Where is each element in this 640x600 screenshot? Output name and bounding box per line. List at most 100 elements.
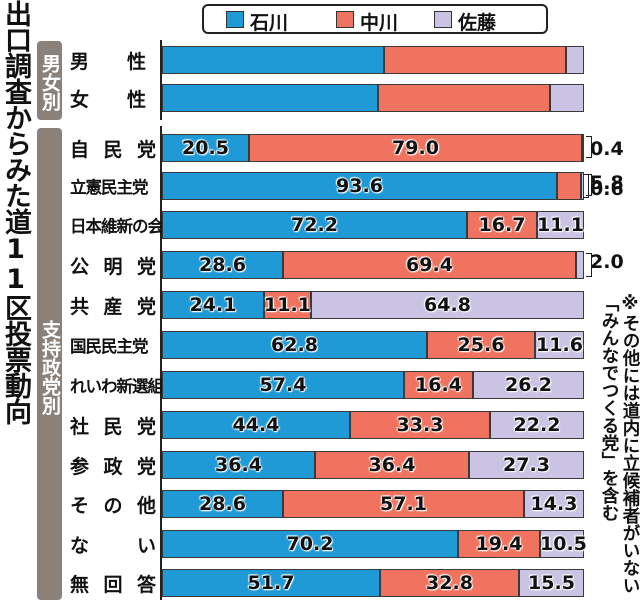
row-label: その他: [70, 494, 156, 517]
data-label: 27.3: [503, 454, 550, 476]
bar-segment: [162, 134, 249, 162]
bar-segment: [473, 371, 584, 399]
data-label: 51.7: [247, 572, 295, 594]
data-label: 70.2: [286, 533, 334, 555]
bar-segment: [380, 569, 519, 597]
data-label: 2.0: [590, 251, 624, 273]
row-label: 女 性: [70, 88, 147, 111]
legend-label-nakagawa: 中川: [360, 12, 399, 34]
data-label: 24.1: [189, 294, 237, 316]
bar-segment: [162, 251, 283, 279]
axis-line-party: [160, 126, 162, 600]
row-label: 男 性: [70, 50, 147, 73]
stacked-bar: 20.5 79.0: [162, 134, 584, 162]
group-gender-label: 男女別: [39, 53, 61, 111]
row-label: 公明党: [70, 255, 156, 278]
row-label: 日本維新の会: [70, 217, 164, 236]
legend-label-sato: 佐藤: [458, 12, 497, 34]
axis-line-gender: [160, 40, 162, 120]
label-leader: [586, 174, 592, 196]
data-label: 11.1: [537, 214, 584, 236]
bar-segment: [490, 411, 584, 439]
bar-segment: [249, 134, 582, 162]
bar-segment: [535, 331, 584, 359]
bar-segment: [582, 134, 584, 162]
bar-segment: [162, 530, 458, 558]
bar-segment: [469, 451, 584, 479]
bar-segment: [162, 172, 557, 200]
data-label: 57.1: [380, 493, 427, 515]
legend-swatch-sato: [434, 11, 452, 28]
data-label: 57.4: [259, 374, 307, 396]
data-label: 33.3: [396, 414, 444, 436]
row-label: れいわ新選組: [70, 377, 164, 396]
bar-segment: [162, 451, 315, 479]
bar-segment: [550, 84, 584, 112]
data-label: 36.4: [215, 454, 262, 476]
data-label: 19.4: [475, 533, 523, 555]
data-label: 26.2: [505, 374, 552, 396]
bar-segment: [540, 530, 584, 558]
data-label: 15.5: [528, 572, 575, 594]
stacked-bar: [162, 46, 584, 74]
data-label: 64.8: [424, 294, 471, 316]
data-label: 93.6: [336, 175, 383, 197]
stacked-bar: 28.6 69.4: [162, 251, 584, 279]
bar-segment: [162, 569, 380, 597]
bar-segment: [162, 84, 378, 112]
bar-segment: [283, 251, 576, 279]
bar-segment: [311, 291, 584, 319]
bar-segment: [162, 490, 283, 518]
stacked-bar: [162, 84, 584, 112]
row-label: 国民民主党: [70, 337, 149, 356]
bar-segment: [384, 46, 566, 74]
bar-segment: [576, 251, 584, 279]
row-label: 無回答: [70, 573, 156, 596]
stacked-bar: 70.2 19.4 10.5: [162, 530, 587, 558]
stacked-bar: 93.6: [162, 172, 584, 200]
bar-segment: [581, 172, 584, 200]
data-label: 72.2: [291, 214, 338, 236]
bar-segment: [524, 490, 584, 518]
footnote: ※その他には道内に立候補者がいない「みんなでつくる党」を含む: [599, 294, 640, 594]
row-label: ない: [70, 534, 156, 557]
data-label: 0.6: [590, 178, 624, 200]
bar-segment: [458, 530, 540, 558]
bar-segment: [162, 46, 384, 74]
bar-segment: [566, 46, 584, 74]
stacked-bar: 36.4 36.4 27.3: [162, 451, 584, 479]
legend: 石川 中川 佐藤: [202, 4, 548, 34]
data-label: 20.5: [182, 137, 229, 159]
legend-swatch-ishikawa: [226, 11, 244, 28]
bar-segment: [467, 211, 537, 239]
data-label: 16.4: [415, 374, 462, 396]
data-label: 16.7: [478, 214, 526, 236]
data-label: 62.8: [271, 334, 318, 356]
data-label: 0.4: [590, 138, 624, 160]
data-label: 28.6: [199, 254, 246, 276]
data-label: 11.6: [536, 334, 583, 356]
bar-segment: [162, 331, 427, 359]
group-party: 支持政党別: [37, 128, 62, 600]
row-label: 社民党: [70, 415, 156, 438]
data-label: 44.4: [232, 414, 280, 436]
bar-segment: [162, 411, 350, 439]
bar-segment: [404, 371, 473, 399]
legend-swatch-nakagawa: [336, 11, 354, 28]
stacked-bar: 44.4 33.3 22.2: [162, 411, 584, 439]
data-label: 32.8: [426, 572, 473, 594]
bar-segment: [519, 569, 584, 597]
data-label: 28.6: [199, 493, 246, 515]
stacked-bar: 24.1 11.1 64.8: [162, 291, 584, 319]
data-label: 5.8: [590, 172, 624, 194]
stacked-bar: 62.8 25.6 11.6: [162, 331, 584, 359]
label-leader: [586, 136, 592, 158]
data-label: 11.1: [264, 294, 311, 316]
bar-segment: [162, 371, 404, 399]
bar-segment: [350, 411, 490, 439]
stacked-bar: 57.4 16.4 26.2: [162, 371, 584, 399]
chart-title: 出口調査からみた道11区投票動向: [0, 0, 31, 424]
group-party-label: 支持政党別: [39, 319, 61, 415]
data-label: 14.3: [530, 493, 578, 515]
